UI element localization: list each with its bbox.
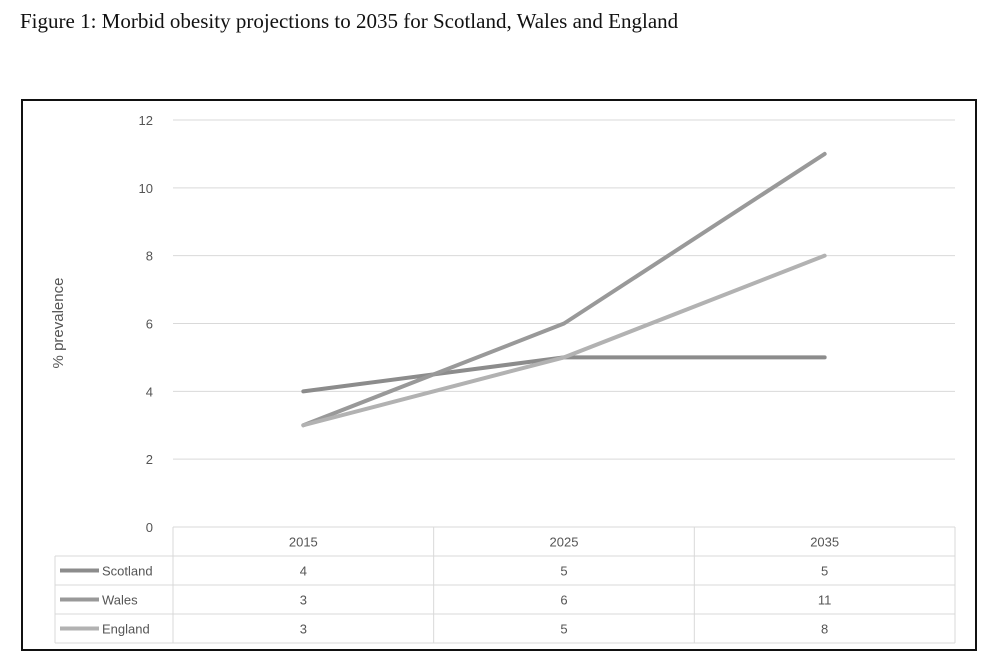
y-tick-label: 0 bbox=[146, 520, 153, 535]
y-tick-label: 6 bbox=[146, 317, 153, 332]
data-table-value: 5 bbox=[560, 622, 567, 637]
x-category-label: 2025 bbox=[550, 535, 579, 550]
data-table-value: 6 bbox=[560, 593, 567, 608]
data-table-value: 11 bbox=[818, 593, 832, 608]
chart-frame: 0 2 4 6 8 10 12 % prevalence 2015 2025 2035 Scotl… bbox=[21, 99, 977, 651]
data-table-value: 5 bbox=[821, 564, 828, 579]
data-table: 2015 2025 2035 Scotland 4 5 5 Wales 3 6 11 England 3… bbox=[54, 526, 956, 644]
data-table-value: 3 bbox=[300, 593, 307, 608]
series-line-scotland bbox=[301, 355, 827, 394]
y-tick-label: 10 bbox=[139, 181, 153, 196]
figure-title: Figure 1: Morbid obesity projections to … bbox=[20, 9, 679, 33]
series-line-england bbox=[301, 253, 827, 428]
y-tick-label: 4 bbox=[146, 384, 153, 399]
line-chart: 0 2 4 6 8 10 12 % prevalence 2015 2025 2035 Scotl… bbox=[50, 113, 956, 644]
data-table-value: 4 bbox=[300, 564, 307, 579]
y-tick-label: 2 bbox=[146, 452, 153, 467]
x-category-label: 2015 bbox=[289, 535, 318, 550]
y-tick-label: 12 bbox=[139, 113, 153, 128]
y-axis-ticks: 0 2 4 6 8 10 12 bbox=[139, 113, 153, 535]
x-category-label: 2035 bbox=[810, 535, 839, 550]
series-lines bbox=[301, 151, 827, 428]
legend-label: Wales bbox=[102, 593, 138, 608]
y-axis-label: % prevalence bbox=[50, 278, 67, 369]
data-table-value: 8 bbox=[821, 622, 828, 637]
data-table-value: 3 bbox=[300, 622, 307, 637]
y-tick-label: 8 bbox=[146, 249, 153, 264]
series-line-wales bbox=[301, 151, 827, 428]
legend-label: Scotland bbox=[102, 564, 153, 579]
data-table-value: 5 bbox=[560, 564, 567, 579]
legend-label: England bbox=[102, 622, 150, 637]
gridlines bbox=[173, 119, 955, 460]
